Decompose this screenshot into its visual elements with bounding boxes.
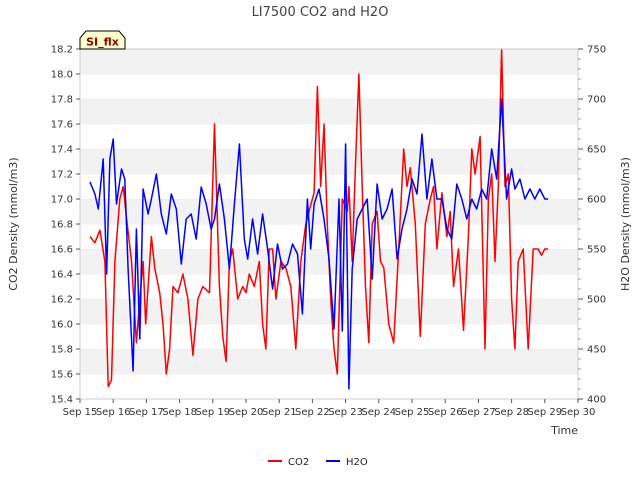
grid-band <box>80 349 578 374</box>
chart-title: LI7500 CO2 and H2O <box>252 5 389 20</box>
series-layer <box>89 48 549 390</box>
badge-shape <box>79 30 126 50</box>
grid-band <box>80 199 578 224</box>
x-tick-label: Sep 17 <box>129 407 164 418</box>
badge: SI_flx <box>79 30 126 50</box>
grid-band <box>80 299 578 324</box>
legend-label-co2: CO2 <box>288 457 309 468</box>
series-line-h2o <box>89 98 549 390</box>
x-tick-label: Sep 21 <box>262 407 297 418</box>
y2-tick-label: 500 <box>587 295 606 306</box>
grid-band <box>80 49 578 74</box>
grid-band <box>80 324 578 349</box>
y2-tick-label: 700 <box>587 95 606 106</box>
y-tick-label: 16.2 <box>51 295 73 306</box>
y-tick-label: 18.0 <box>51 70 73 81</box>
series-line-co2 <box>89 48 549 388</box>
grid-band <box>80 174 578 199</box>
y2-tick-label: 550 <box>587 245 606 256</box>
y-tick-label: 15.8 <box>51 345 73 356</box>
y2-tick-label: 650 <box>587 145 606 156</box>
y-tick-label: 17.4 <box>51 145 73 156</box>
x-tick-label: Sep 30 <box>561 407 596 418</box>
y-tick-label: 16.4 <box>51 270 73 281</box>
grid-band <box>80 274 578 299</box>
x-tick-label: Sep 19 <box>195 407 230 418</box>
x-tick-label: Sep 26 <box>428 407 463 418</box>
y-tick-label: 16.0 <box>51 320 73 331</box>
y-tick-label: 16.6 <box>51 245 73 256</box>
badge-label: SI_flx <box>86 36 119 49</box>
x-tick-label: Sep 29 <box>527 407 562 418</box>
x-axis-label: Time <box>550 424 578 437</box>
x-tick-label: Sep 28 <box>494 407 529 418</box>
x-tick-label: Sep 23 <box>328 407 363 418</box>
y2-tick-label: 750 <box>587 45 606 56</box>
x-tick-label: Sep 18 <box>162 407 197 418</box>
y2-axis-label: H2O Density (mmol/m3) <box>619 157 632 291</box>
legend-label-h2o: H2O <box>346 457 368 468</box>
y-tick-label: 17.0 <box>51 195 73 206</box>
x-tick-label: Sep 15 <box>63 407 98 418</box>
y-axis-label: CO2 Density (mmol/m3) <box>7 157 20 290</box>
y2-tick-label: 600 <box>587 195 606 206</box>
y-tick-label: 15.6 <box>51 370 73 381</box>
x-tick-label: Sep 24 <box>361 407 396 418</box>
y-tick-label: 17.6 <box>51 120 73 131</box>
y-tick-label: 17.8 <box>51 95 73 106</box>
y-tick-label: 17.2 <box>51 170 73 181</box>
grid-band <box>80 149 578 174</box>
y-tick-label: 15.4 <box>51 395 73 406</box>
y-tick-label: 18.2 <box>51 45 73 56</box>
grid-band <box>80 374 578 399</box>
x-tick-label: Sep 25 <box>395 407 430 418</box>
y-tick-label: 16.8 <box>51 220 73 231</box>
grid-band <box>80 124 578 149</box>
y-axis-left: 15.4 15.6 15.8 16.0 16.2 16.4 16.6 16.8 17.0 17.2… <box>51 45 80 406</box>
grid-band <box>80 99 578 124</box>
grid-band <box>80 74 578 99</box>
y2-tick-label: 450 <box>587 345 606 356</box>
y2-tick-label: 400 <box>587 395 606 406</box>
x-tick-label: Sep 20 <box>229 407 264 418</box>
legend: CO2 H2O <box>268 457 368 468</box>
x-tick-label: Sep 16 <box>96 407 131 418</box>
y-axis-right: 400 450 500 550 600 650 700 750 <box>578 45 606 406</box>
x-tick-label: Sep 27 <box>461 407 496 418</box>
x-tick-label: Sep 22 <box>295 407 330 418</box>
